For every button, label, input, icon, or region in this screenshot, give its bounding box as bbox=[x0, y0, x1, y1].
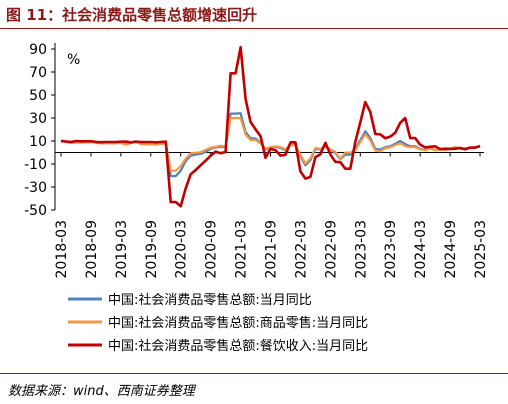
x-tick-label: 2022-03 bbox=[293, 220, 309, 279]
y-axis-unit-label: % bbox=[67, 52, 80, 68]
header-divider bbox=[0, 28, 508, 29]
x-tick-label: 2023-09 bbox=[383, 220, 399, 279]
y-tick-label: 90 bbox=[29, 42, 47, 58]
line-chart: -50 -30 -10 10 30 50 70 90 2018-03 2018-09 2019-0… bbox=[24, 42, 489, 354]
y-axis-ticks: -50 -30 -10 10 30 50 70 90 bbox=[24, 42, 55, 219]
x-tick-label: 2020-03 bbox=[174, 220, 190, 279]
x-tick-label: 2022-09 bbox=[323, 220, 339, 279]
data-source-note: 数据来源：wind、西南证券整理 bbox=[8, 384, 195, 399]
chart-title: 图 11：社会消费品零售总额增速回升 bbox=[6, 6, 258, 24]
x-tick-label: 2021-09 bbox=[264, 220, 280, 279]
x-tick-label: 2024-09 bbox=[443, 220, 459, 279]
chart-axes bbox=[54, 43, 484, 210]
x-tick-label: 2019-09 bbox=[144, 220, 160, 279]
footer-divider bbox=[0, 373, 508, 374]
y-tick-label: -50 bbox=[24, 203, 47, 219]
x-tick-label: 2018-03 bbox=[54, 220, 70, 279]
x-axis-ticks: 2018-03 2018-09 2019-03 2019-09 2020-03 2020-… bbox=[54, 152, 489, 279]
x-tick-label: 2024-03 bbox=[413, 220, 429, 279]
x-tick-label: 2025-03 bbox=[473, 220, 489, 279]
y-tick-label: 70 bbox=[29, 65, 47, 81]
y-tick-label: -10 bbox=[24, 157, 47, 173]
series-line-2 bbox=[60, 116, 481, 172]
x-tick-label: 2019-03 bbox=[114, 220, 130, 279]
x-tick-label: 2018-09 bbox=[84, 220, 100, 279]
y-tick-label: 10 bbox=[29, 134, 47, 150]
legend-label-2: 中国:社会消费品零售总额:商品零售:当月同比 bbox=[108, 315, 368, 331]
legend-label-1: 中国:社会消费品零售总额:当月同比 bbox=[108, 292, 312, 308]
chart-legend: 中国:社会消费品零售总额:当月同比中国:社会消费品零售总额:商品零售:当月同比中… bbox=[68, 292, 368, 354]
series-line-3 bbox=[60, 45, 481, 208]
x-tick-label: 2023-03 bbox=[353, 220, 369, 279]
x-tick-label: 2020-09 bbox=[204, 220, 220, 279]
x-tick-label: 2021-03 bbox=[234, 220, 250, 279]
chart-series-lines bbox=[60, 45, 481, 208]
y-tick-label: 30 bbox=[29, 111, 47, 127]
legend-label-3: 中国:社会消费品零售总额:餐饮收入:当月同比 bbox=[108, 338, 368, 354]
y-tick-label: 50 bbox=[29, 88, 47, 104]
y-tick-label: -30 bbox=[24, 180, 47, 196]
